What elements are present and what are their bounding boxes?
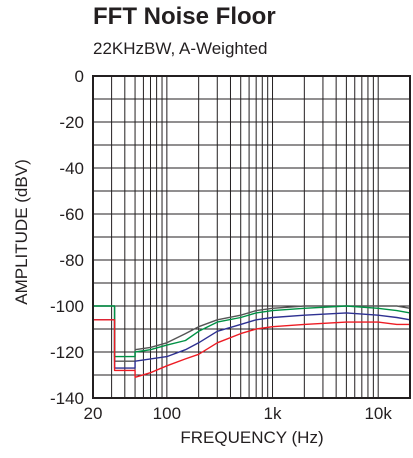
x-tick-label: 100 bbox=[153, 404, 181, 423]
grid-lines bbox=[93, 76, 410, 398]
series-lines bbox=[93, 305, 411, 378]
series-line-4 bbox=[93, 319, 410, 378]
y-tick-label: -20 bbox=[59, 113, 84, 132]
chart-title: FFT Noise Floor bbox=[93, 3, 276, 30]
y-tick-label: -140 bbox=[50, 389, 84, 408]
y-tick-label: -80 bbox=[59, 251, 84, 270]
x-tick-label: 20 bbox=[84, 404, 103, 423]
y-tick-label: -40 bbox=[59, 159, 84, 178]
series-line-2 bbox=[93, 312, 411, 369]
x-tick-label: 1k bbox=[264, 404, 282, 423]
series-line-3 bbox=[93, 305, 411, 358]
y-tick-label: -60 bbox=[59, 205, 84, 224]
x-tick-label: 10k bbox=[364, 404, 392, 423]
y-tick-label: 0 bbox=[75, 67, 84, 86]
chart-subtitle: 22KHzBW, A-Weighted bbox=[93, 39, 268, 58]
plot-frame bbox=[92, 75, 411, 399]
x-axis-label: FREQUENCY (Hz) bbox=[180, 428, 324, 447]
y-tick-label: -100 bbox=[50, 297, 84, 316]
y-tick-label: -120 bbox=[50, 343, 84, 362]
